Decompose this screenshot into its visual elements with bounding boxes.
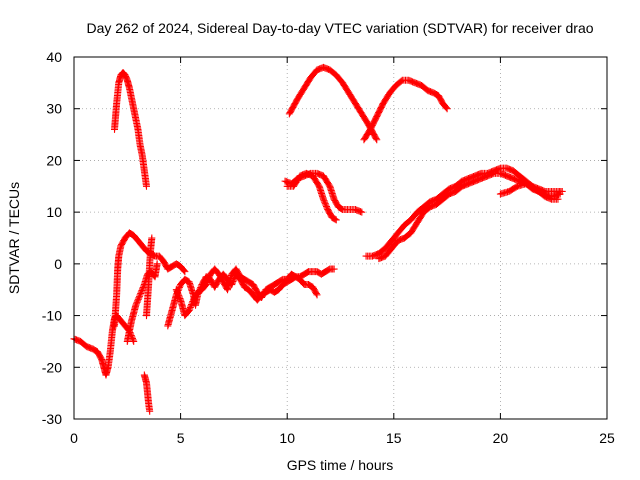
data-point-marker (137, 289, 145, 297)
data-point-marker (321, 200, 329, 208)
data-point-marker (185, 306, 193, 314)
data-point-marker (173, 287, 181, 295)
data-point-marker (132, 301, 140, 309)
y-tick-label: -30 (42, 411, 62, 427)
data-series (496, 180, 564, 201)
data-point-marker (554, 195, 562, 203)
data-point-marker (358, 208, 366, 216)
data-point-marker (372, 134, 380, 142)
data-point-marker (186, 305, 194, 313)
data-point-marker (136, 291, 144, 299)
data-series (285, 63, 381, 144)
data-point-marker (188, 299, 196, 307)
y-tick-label: 20 (46, 152, 62, 168)
data-point-marker (137, 288, 145, 296)
data-series (123, 260, 161, 345)
y-tick-label: 30 (46, 101, 62, 117)
y-tick-label: 10 (46, 204, 62, 220)
data-series (360, 76, 451, 144)
data-point-marker (332, 216, 340, 224)
y-tick-label: 0 (54, 256, 62, 272)
data-series (140, 371, 154, 415)
data-point-marker (174, 289, 182, 297)
data-point-marker (186, 303, 194, 311)
data-point-marker (142, 182, 150, 190)
data-point-marker (153, 260, 161, 268)
x-tick-label: 15 (386, 430, 402, 446)
data-point-marker (146, 407, 154, 415)
x-tick-label: 5 (177, 430, 185, 446)
x-tick-label: 0 (70, 430, 78, 446)
data-point-marker (373, 136, 381, 144)
data-point-marker (187, 302, 195, 310)
axis-ticks: 0 5 10 15 20 25 -30 -20 -10 0 10 20 30 40 (42, 49, 615, 446)
data-series (111, 69, 150, 190)
data-point-marker (320, 197, 328, 205)
data-point-marker (172, 286, 180, 294)
data-series (283, 169, 340, 224)
data-point-marker (313, 291, 321, 299)
data-point-marker (203, 278, 211, 286)
data-point-marker (203, 279, 211, 287)
data-point-marker (322, 201, 330, 209)
data-point-marker (331, 215, 339, 223)
x-tick-label: 20 (493, 430, 509, 446)
data-point-marker (174, 290, 182, 298)
data-point-marker (181, 268, 189, 276)
data-point-marker (134, 297, 142, 305)
data-point-marker (175, 293, 183, 301)
data-point-marker (175, 292, 183, 300)
data-point-marker (205, 275, 213, 283)
data-point-marker (135, 294, 143, 302)
data-point-marker (205, 273, 213, 281)
data-series (164, 265, 338, 330)
y-tick-label: 40 (46, 49, 62, 65)
data-point-marker (188, 300, 196, 308)
data-point-marker (319, 195, 327, 203)
data-series (281, 169, 366, 216)
data-point-marker (442, 104, 450, 112)
data-point-marker (176, 295, 184, 303)
data-point-marker (202, 281, 210, 289)
data-point-marker (132, 300, 140, 308)
data-point-marker (134, 295, 142, 303)
data-point-marker (133, 298, 141, 306)
y-tick-label: -10 (42, 308, 62, 324)
data-point-marker (443, 105, 451, 113)
chart-title: Day 262 of 2024, Sidereal Day-to-day VTE… (86, 20, 593, 36)
data-point-marker (321, 198, 329, 206)
data-series (142, 234, 156, 320)
data-point-marker (180, 267, 188, 275)
data-points (70, 63, 566, 415)
data-series (70, 312, 138, 379)
data-point-marker (312, 290, 320, 298)
x-axis-label: GPS time / hours (287, 457, 394, 473)
data-point-marker (130, 337, 138, 345)
x-tick-label: 25 (599, 430, 615, 446)
data-series (172, 265, 321, 320)
x-tick-label: 10 (279, 430, 295, 446)
y-axis-label: SDTVAR / TECUs (6, 182, 22, 294)
data-point-marker (330, 265, 338, 273)
data-point-marker (204, 276, 212, 284)
data-point-marker (135, 292, 143, 300)
data-point-marker (138, 286, 146, 294)
y-tick-label: -20 (42, 359, 62, 375)
data-point-marker (556, 190, 564, 198)
data-point-marker (148, 234, 156, 242)
plot-frame (73, 56, 608, 420)
data-point-marker (322, 203, 330, 211)
